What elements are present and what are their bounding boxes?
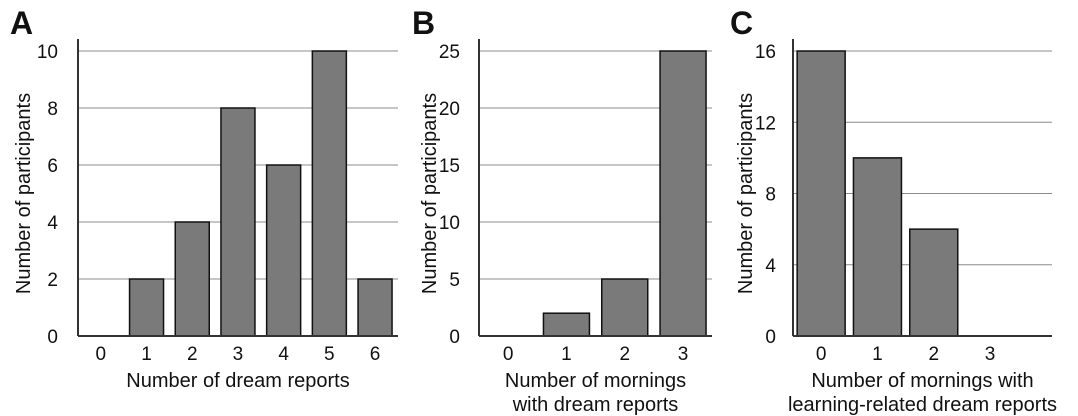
bar-0 (796, 50, 846, 337)
x-axis-label: Number of dream reports (126, 370, 349, 392)
bar-1 (128, 278, 165, 337)
x-tick-label: 0 (816, 344, 827, 365)
y-tick-label: 5 (449, 270, 460, 291)
y-tick-label: 0 (47, 327, 58, 348)
y-tick-label: 0 (449, 327, 460, 348)
panel-a: A 0 2 4 6 8 10 0 1 2 3 4 5 6 Number of dream reports Nu… (10, 5, 398, 392)
x-tick-label: 1 (872, 344, 883, 365)
y-tick-label: 2 (47, 270, 58, 291)
x-tick-label: 4 (278, 344, 289, 365)
x-tick-label: 1 (141, 344, 152, 365)
x-tick-label: 6 (370, 344, 381, 365)
y-tick-label: 10 (439, 213, 460, 234)
y-axis-label: Number of participants (735, 93, 757, 294)
x-axis-label: Number of mornings (505, 370, 686, 392)
x-tick-label: 0 (503, 344, 514, 365)
y-tick-label: 12 (755, 113, 776, 134)
panel-b-letter: B (412, 5, 435, 41)
x-tick-label: 3 (678, 344, 689, 365)
x-tick-label: 2 (187, 344, 198, 365)
x-tick-label: 3 (233, 344, 244, 365)
y-tick-label: 0 (765, 327, 776, 348)
bar-2 (601, 278, 649, 337)
x-tick-label: 1 (561, 344, 572, 365)
y-tick-label: 25 (439, 42, 460, 63)
y-tick-label: 4 (765, 256, 776, 277)
x-tick-label: 2 (928, 344, 939, 365)
bar-1 (852, 157, 903, 337)
y-axis-label: Number of participants (13, 93, 35, 294)
y-tick-label: 20 (439, 99, 460, 120)
y-tick-label: 16 (755, 42, 776, 63)
panel-c-letter: C (730, 5, 753, 41)
y-tick-label: 15 (439, 156, 460, 177)
bar-2 (174, 221, 210, 337)
bar-3 (220, 107, 256, 337)
y-tick-label: 6 (47, 156, 58, 177)
panel-a-letter: A (10, 5, 33, 41)
x-tick-label: 3 (985, 344, 996, 365)
x-axis-label: learning-related dream reports (788, 394, 1057, 416)
x-tick-label: 0 (96, 344, 107, 365)
bar-2 (909, 228, 959, 337)
x-axis-label: Number of mornings with (811, 370, 1033, 392)
bar-6 (357, 278, 393, 337)
bar-4 (265, 164, 302, 337)
y-tick-label: 4 (47, 213, 58, 234)
y-tick-label: 8 (765, 185, 776, 206)
bar-1 (542, 312, 591, 337)
x-tick-label: 5 (324, 344, 335, 365)
x-tick-label: 2 (619, 344, 630, 365)
bar-3 (659, 50, 707, 337)
bar-5 (311, 50, 348, 337)
y-tick-label: 8 (47, 99, 58, 120)
x-axis-label: with dream reports (512, 394, 679, 416)
y-axis-label: Number of participants (419, 93, 441, 294)
y-tick-label: 10 (37, 42, 58, 63)
